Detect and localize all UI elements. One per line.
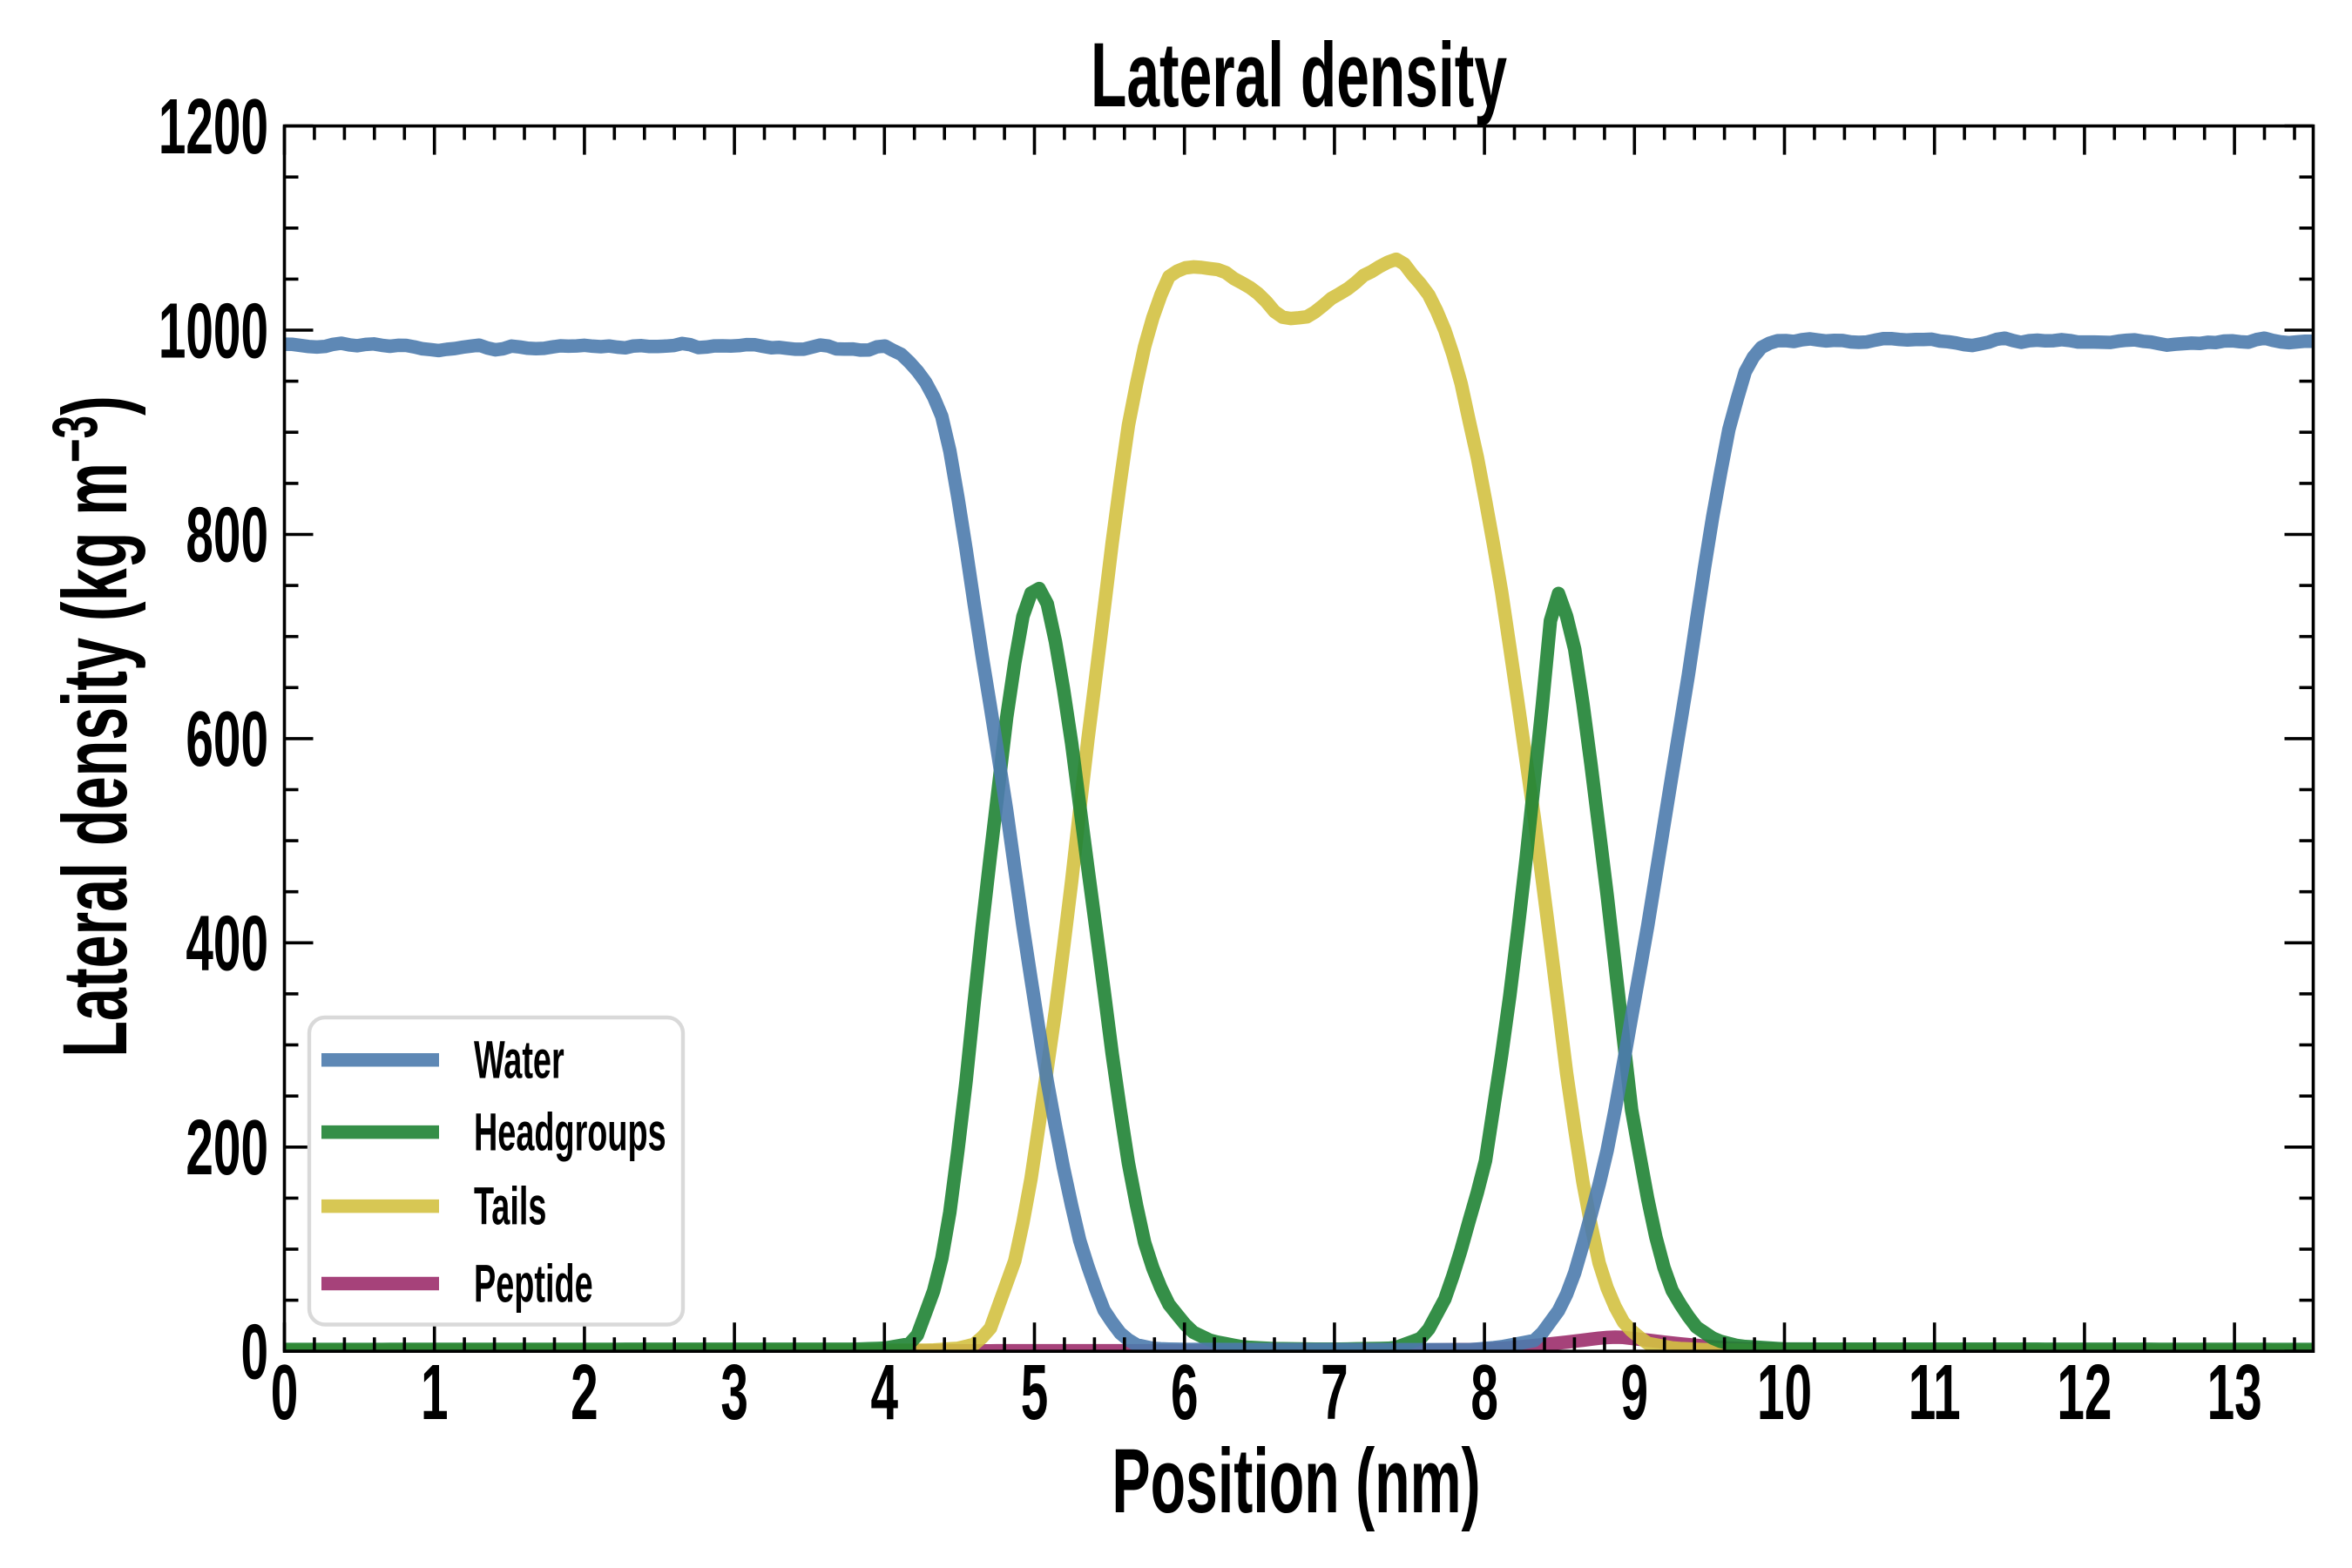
svg-text:10: 10	[1757, 1348, 1812, 1436]
svg-text:1: 1	[421, 1348, 449, 1436]
svg-text:1200: 1200	[159, 82, 268, 170]
svg-text:5: 5	[1021, 1348, 1049, 1436]
svg-text:13: 13	[2207, 1348, 2262, 1436]
svg-text:0: 0	[240, 1308, 268, 1396]
svg-text:Headgroups: Headgroups	[474, 1102, 666, 1162]
svg-text:Lateral density: Lateral density	[1091, 24, 1507, 126]
svg-text:Tails: Tails	[474, 1176, 546, 1236]
svg-text:7: 7	[1321, 1348, 1348, 1436]
svg-text:Water: Water	[474, 1030, 564, 1090]
svg-text:6: 6	[1171, 1348, 1199, 1436]
svg-text:600: 600	[186, 695, 268, 783]
svg-text:Lateral density (kg m−3): Lateral density (kg m−3)	[40, 395, 146, 1057]
svg-text:1000: 1000	[159, 287, 268, 375]
svg-text:Position (nm): Position (nm)	[1112, 1430, 1480, 1532]
svg-text:200: 200	[186, 1104, 268, 1192]
svg-text:12: 12	[2057, 1348, 2112, 1436]
svg-text:0: 0	[271, 1348, 299, 1436]
svg-text:Peptide: Peptide	[474, 1254, 593, 1314]
svg-text:11: 11	[1909, 1348, 1961, 1436]
svg-text:800: 800	[186, 490, 268, 578]
svg-text:8: 8	[1470, 1348, 1498, 1436]
svg-text:2: 2	[571, 1348, 598, 1436]
svg-text:3: 3	[720, 1348, 748, 1436]
svg-text:9: 9	[1621, 1348, 1649, 1436]
svg-text:400: 400	[186, 899, 268, 987]
svg-text:4: 4	[871, 1348, 899, 1436]
